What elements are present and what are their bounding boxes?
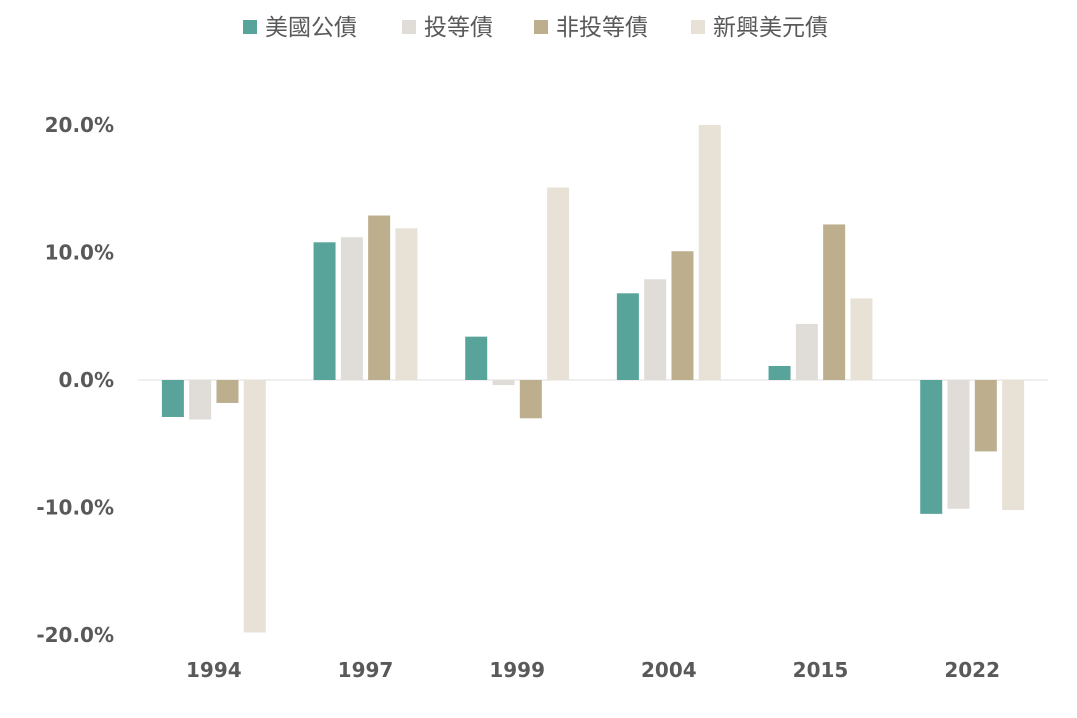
legend-swatch (402, 20, 416, 34)
bars (161, 125, 1025, 633)
bar-1994-series-3 (216, 380, 239, 403)
bar-1997-series-3 (368, 215, 391, 380)
bar-1997-series-1 (313, 242, 336, 380)
legend-label: 投等債 (424, 15, 493, 41)
legend: 美國公債 投等債 非投等債 新興美元債 (243, 15, 828, 41)
bar-2004-series-1 (616, 293, 639, 380)
legend-label: 新興美元債 (713, 15, 828, 41)
x-tick-label: 2022 (944, 658, 1000, 682)
bar-2004-series-2 (644, 279, 667, 380)
bar-2004-series-3 (671, 251, 694, 380)
y-tick-label: 20.0% (45, 113, 114, 137)
legend-label: 非投等債 (556, 15, 648, 41)
x-axis: 1994 1997 1999 2004 2015 2022 (186, 658, 1000, 682)
bar-1994-series-2 (189, 380, 212, 420)
legend-swatch (534, 20, 548, 34)
bar-1999-series-4 (547, 187, 570, 380)
bar-2022-series-4 (1002, 380, 1025, 511)
y-tick-label: -20.0% (36, 623, 114, 647)
x-tick-label: 2015 (793, 658, 849, 682)
bar-2015-series-2 (795, 323, 818, 380)
y-tick-label: 0.0% (59, 368, 114, 392)
y-tick-label: 10.0% (45, 241, 114, 265)
bar-1999-series-1 (465, 336, 488, 380)
legend-swatch (691, 20, 705, 34)
bar-1999-series-2 (492, 380, 515, 386)
bar-2004-series-4 (698, 125, 721, 380)
bar-2022-series-3 (974, 380, 997, 452)
bar-1994-series-1 (161, 380, 184, 417)
y-tick-label: -10.0% (36, 496, 114, 520)
bar-1999-series-3 (519, 380, 542, 419)
bar-2022-series-2 (947, 380, 970, 509)
bar-2015-series-3 (823, 224, 846, 380)
x-tick-label: 2004 (641, 658, 697, 682)
bar-2022-series-1 (920, 380, 943, 514)
x-tick-label: 1999 (489, 658, 545, 682)
bar-1997-series-2 (340, 237, 363, 380)
bar-2015-series-1 (768, 365, 791, 380)
bar-1997-series-4 (395, 228, 418, 380)
legend-swatch (243, 20, 257, 34)
bar-2015-series-4 (850, 298, 873, 380)
legend-label: 美國公債 (265, 15, 357, 41)
y-axis: 20.0% 10.0% 0.0% -10.0% -20.0% (36, 113, 1048, 647)
x-tick-label: 1994 (186, 658, 242, 682)
x-tick-label: 1997 (338, 658, 394, 682)
bar-1994-series-4 (243, 380, 266, 633)
